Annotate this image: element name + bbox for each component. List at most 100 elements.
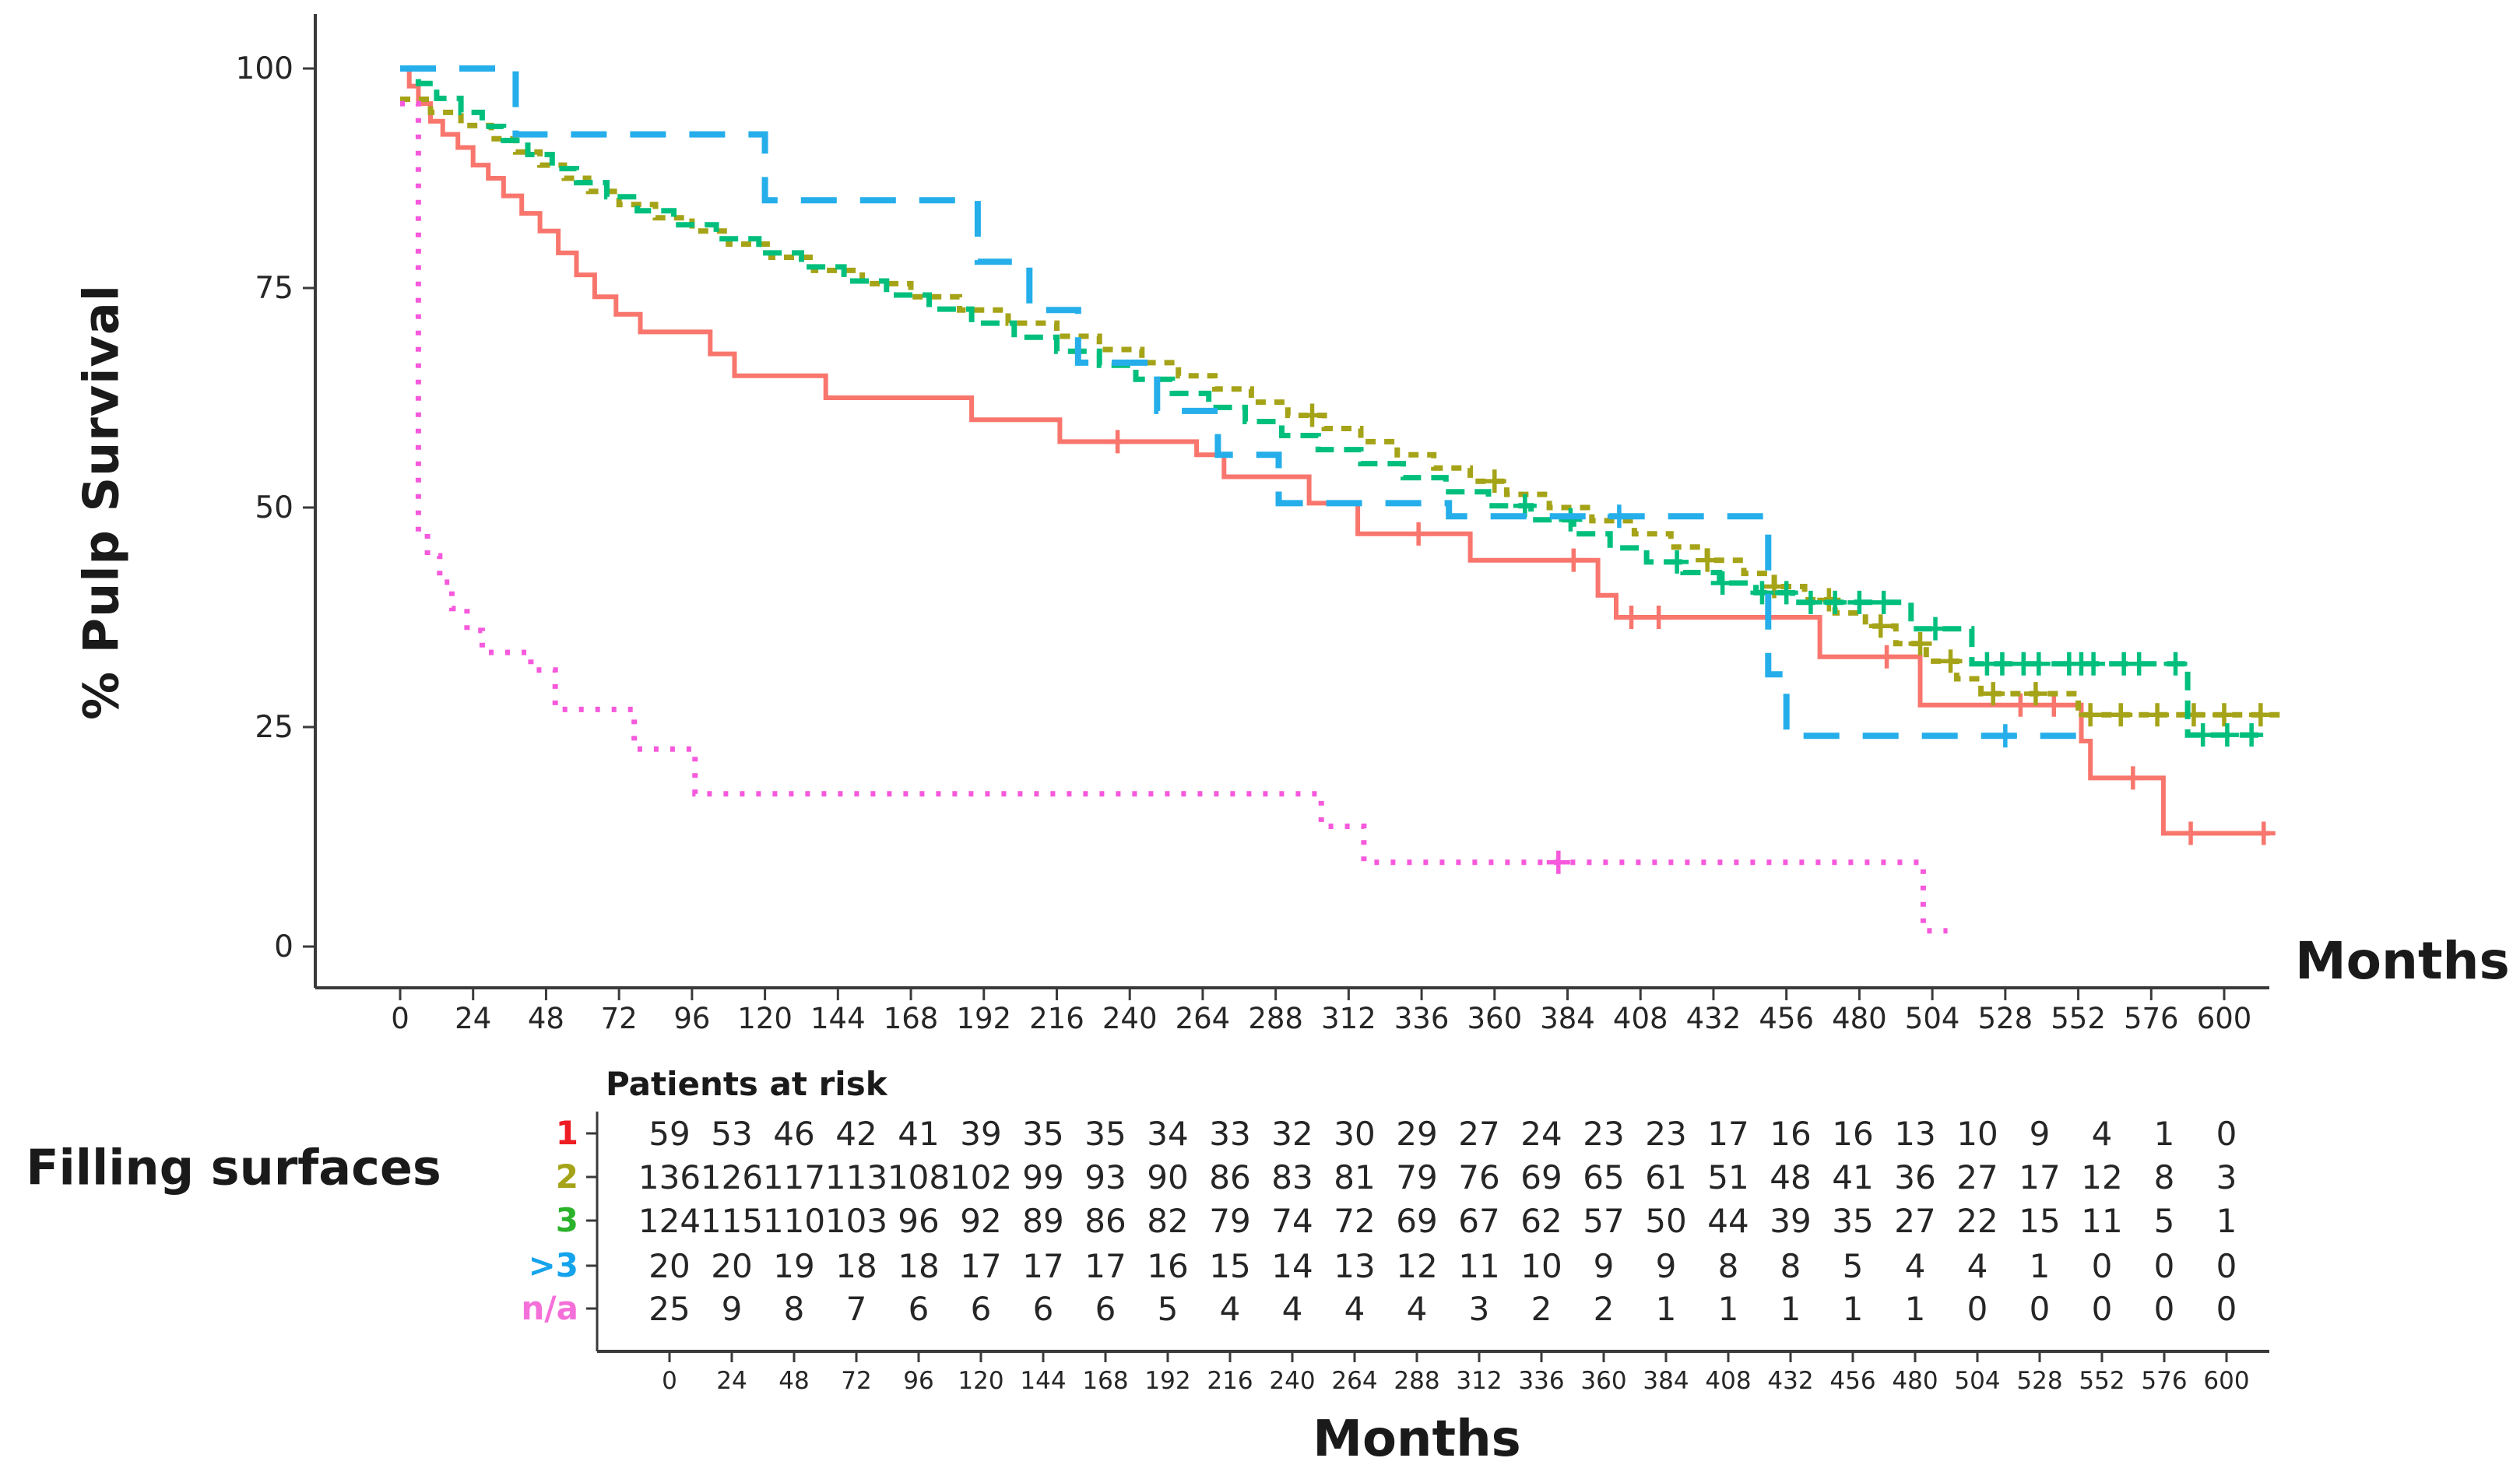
risk-count: 4 (1282, 1290, 1303, 1328)
risk-count: 6 (1033, 1290, 1054, 1328)
risk-count: 59 (648, 1115, 690, 1153)
risk-count: 1 (1780, 1290, 1801, 1328)
risk-count: 0 (2216, 1115, 2237, 1153)
risk-count: 81 (1334, 1158, 1375, 1196)
x-tick-label: 216 (1029, 1002, 1084, 1035)
survival-series-1 (400, 66, 2276, 845)
risk-count: 16 (1770, 1115, 1811, 1153)
risk-count: 15 (2019, 1202, 2060, 1240)
risk-count: 92 (960, 1202, 1001, 1240)
y-tick-label: 25 (255, 710, 293, 745)
survival-curve-3 (400, 65, 2267, 738)
risk-x-tick-label: 0 (662, 1367, 677, 1395)
risk-x-tick-label: 24 (716, 1367, 747, 1395)
risk-count: 35 (1084, 1115, 1126, 1153)
risk-count: 6 (909, 1290, 930, 1328)
risk-count: 9 (1656, 1247, 1677, 1285)
risk-count: 18 (835, 1247, 877, 1285)
risk-count: 13 (1894, 1115, 1935, 1153)
x-tick-label: 600 (2197, 1002, 2252, 1035)
y-tick-label: 0 (274, 929, 293, 964)
risk-count: 126 (701, 1158, 763, 1196)
risk-count: 0 (2154, 1290, 2175, 1328)
risk-count: 42 (835, 1115, 877, 1153)
risk-count: 8 (1780, 1247, 1801, 1285)
risk-count: 17 (2019, 1158, 2060, 1196)
survival-series-2 (400, 97, 2286, 727)
x-tick-label: 144 (810, 1002, 866, 1035)
risk-count: 29 (1396, 1115, 1437, 1153)
risk-x-tick-label: 96 (903, 1367, 933, 1395)
x-tick-label: 192 (956, 1002, 1011, 1035)
risk-count: 1 (1718, 1290, 1739, 1328)
risk-count: 16 (1832, 1115, 1873, 1153)
risk-count: 0 (2216, 1247, 2237, 1285)
risk-count: 7 (846, 1290, 867, 1328)
risk-count: 89 (1022, 1202, 1063, 1240)
censor-marks-3 (1607, 504, 2017, 748)
risk-count: 2 (1531, 1290, 1552, 1328)
risk-count: 4 (1220, 1290, 1241, 1328)
plot-axes (303, 14, 2269, 1000)
risk-x-tick-label: 312 (1456, 1367, 1502, 1395)
risk-count: 14 (1271, 1247, 1313, 1285)
y-tick-label: 75 (255, 271, 293, 306)
risk-count: 69 (1520, 1158, 1562, 1196)
risk-count: 27 (1894, 1202, 1935, 1240)
risk-x-tick-label: 288 (1394, 1367, 1439, 1395)
risk-count: 72 (1334, 1202, 1375, 1240)
risk-x-tick-label: 120 (958, 1367, 1003, 1395)
risk-group-title: Filling surfaces (26, 1139, 441, 1196)
risk-count: 136 (638, 1158, 701, 1196)
risk-count: 36 (1894, 1158, 1935, 1196)
risk-count: 4 (1905, 1247, 1926, 1285)
x-tick-label: 384 (1540, 1002, 1595, 1035)
risk-count: 6 (971, 1290, 992, 1328)
risk-count: 48 (1770, 1158, 1811, 1196)
risk-x-tick-label: 600 (2203, 1367, 2249, 1395)
risk-count: 99 (1022, 1158, 1063, 1196)
censor-marks-3 (1513, 494, 2264, 747)
risk-count: 12 (2081, 1158, 2122, 1196)
risk-x-tick-label: 240 (1269, 1367, 1315, 1395)
risk-count: 8 (2154, 1158, 2175, 1196)
risk-count: 96 (898, 1202, 939, 1240)
risk-count: 9 (1594, 1247, 1615, 1285)
risk-count: 5 (2154, 1202, 2175, 1240)
risk-count: 22 (1956, 1202, 1998, 1240)
risk-count: 17 (1084, 1247, 1126, 1285)
x-tick-label: 312 (1321, 1002, 1376, 1035)
risk-count: 23 (1645, 1115, 1686, 1153)
risk-count: 0 (2030, 1290, 2051, 1328)
risk-count: 82 (1147, 1202, 1188, 1240)
risk-count: 2 (1594, 1290, 1615, 1328)
risk-count: 5 (1158, 1290, 1179, 1328)
risk-count: 41 (898, 1115, 939, 1153)
risk-count: 20 (711, 1247, 752, 1285)
risk-count: 25 (648, 1290, 690, 1328)
risk-table-row-na: n/a 25 9 8 7 6 6 6 6 5 4 4 4 4 3 2 2 1 1 1 1 1 0 0 0 0 0 (521, 1289, 2237, 1328)
x-tick-label: 240 (1102, 1002, 1158, 1035)
survival-curve-1 (400, 66, 2270, 836)
risk-count: 19 (773, 1247, 814, 1285)
risk-x-tick-label: 144 (1020, 1367, 1066, 1395)
x-tick-label: 0 (391, 1002, 409, 1035)
risk-x-tick-label: 408 (1705, 1367, 1751, 1395)
x-tick-labels: 0 24 48 72 96 120 144 168 192 216 240 264 288 312 336 3… (391, 1002, 2251, 1035)
risk-x-tick-label: 336 (1518, 1367, 1564, 1395)
y-axis-title: % Pulp Survival (72, 283, 130, 721)
risk-count: 74 (1271, 1202, 1313, 1240)
risk-row-label: 2 (556, 1158, 578, 1196)
risk-count: 53 (711, 1115, 752, 1153)
risk-count: 17 (960, 1247, 1001, 1285)
risk-x-tick-label: 192 (1144, 1367, 1190, 1395)
x-axis-title-right: Months (2295, 931, 2510, 991)
risk-count: 32 (1271, 1115, 1313, 1153)
risk-count: 65 (1583, 1158, 1624, 1196)
risk-count: 9 (722, 1290, 743, 1328)
risk-count: 117 (763, 1158, 825, 1196)
risk-count: 1 (1656, 1290, 1677, 1328)
survival-series-na (400, 100, 1948, 934)
risk-count: 3 (2216, 1158, 2237, 1196)
